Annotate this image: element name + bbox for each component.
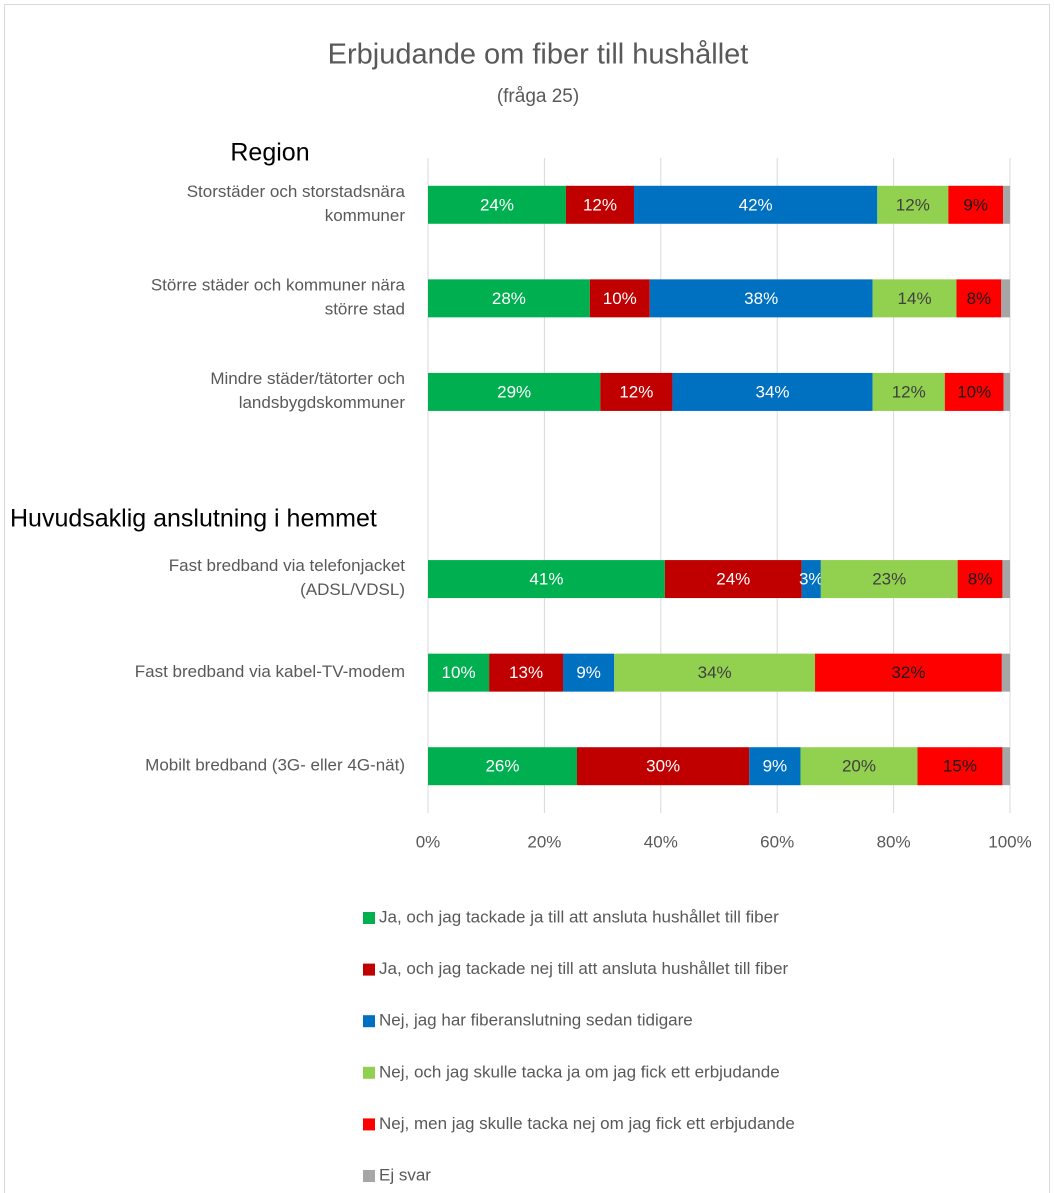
- x-tick-label: 80%: [877, 832, 911, 851]
- bar-segment: [428, 185, 566, 224]
- group-label: Huvudsaklig anslutning i hemmet: [10, 505, 377, 533]
- data-label: 38%: [744, 289, 778, 308]
- chart-border: [4, 4, 1050, 1193]
- bar-segment: [1002, 560, 1010, 599]
- bar-segment: [672, 372, 873, 411]
- data-label: 12%: [583, 195, 617, 214]
- bar-segment: [948, 185, 1004, 224]
- bar-segment: [576, 747, 750, 786]
- data-label: 12%: [619, 382, 653, 401]
- data-label: 26%: [485, 757, 519, 776]
- bar-segment: [565, 185, 635, 224]
- bar-segment: [877, 185, 949, 224]
- bar-segment: [820, 560, 958, 599]
- x-tick-label: 100%: [988, 832, 1031, 851]
- y-tick-label: Storstäder och storstadsnära kommuner: [187, 182, 406, 225]
- bar-segment: [600, 372, 673, 411]
- data-label: 8%: [967, 289, 992, 308]
- bar-segment: [872, 372, 945, 411]
- data-label: 28%: [492, 289, 526, 308]
- y-tick-label: Mobilt bredband (3G- eller 4G-nät): [145, 756, 405, 775]
- bar-segment: [634, 185, 878, 224]
- legend-label: Nej, jag har fiberanslutning sedan tidig…: [379, 1011, 693, 1030]
- bar-segment: [801, 560, 821, 599]
- bar-segment: [664, 560, 802, 599]
- y-tick-label: Fast bredband via telefonjacket (ADSL/VDS…: [169, 557, 406, 600]
- bar-segment: [589, 279, 650, 318]
- x-tick-label: 20%: [527, 832, 561, 851]
- group-label: Region: [230, 139, 309, 167]
- bar-segment: [917, 747, 1003, 786]
- data-label: 13%: [509, 663, 543, 682]
- y-tick-label: Mindre städer/tätorter och landsbygdskomm…: [210, 369, 405, 412]
- data-label: 9%: [963, 195, 988, 214]
- data-label: 9%: [763, 757, 788, 776]
- bar-segment: [614, 653, 816, 692]
- legend-label: Ja, och jag tackade nej till att ansluta…: [379, 959, 789, 978]
- bar-segment: [1003, 185, 1010, 224]
- bar-segment: [428, 560, 665, 599]
- data-label: 20%: [842, 757, 876, 776]
- data-label: 3%: [799, 570, 824, 589]
- data-label: 12%: [892, 382, 926, 401]
- data-label: 24%: [480, 195, 514, 214]
- data-label: 42%: [739, 195, 773, 214]
- x-tick-label: 0%: [416, 832, 441, 851]
- bar-segment: [1003, 372, 1010, 411]
- bar-segment: [749, 747, 801, 786]
- chart-title: Erbjudande om fiber till hushållet: [328, 39, 749, 71]
- data-label: 10%: [442, 663, 476, 682]
- data-label: 12%: [896, 195, 930, 214]
- legend-label: Nej, men jag skulle tacka nej om jag fic…: [379, 1114, 795, 1133]
- legend-label: Ej svar: [379, 1165, 431, 1184]
- bar-segment: [957, 560, 1003, 599]
- bar-segment: [815, 653, 1002, 692]
- legend-label: Ja, och jag tackade ja till att ansluta …: [379, 907, 779, 926]
- bar-segment: [428, 653, 490, 692]
- bar-segment: [428, 372, 601, 411]
- data-label: 8%: [968, 570, 993, 589]
- chart-subtitle: (fråga 25): [497, 86, 579, 107]
- data-label: 34%: [698, 663, 732, 682]
- data-label: 10%: [603, 289, 637, 308]
- data-label: 23%: [872, 570, 906, 589]
- bar-segment: [428, 279, 590, 318]
- data-label: 9%: [576, 663, 601, 682]
- bar-segment: [956, 279, 1002, 318]
- legend-swatch: [363, 912, 375, 924]
- data-label: 32%: [891, 663, 925, 682]
- bar-segment: [649, 279, 873, 318]
- data-label: 34%: [756, 382, 790, 401]
- legend-swatch: [363, 963, 375, 976]
- bar-segment: [944, 372, 1004, 411]
- bar-segment: [800, 747, 918, 786]
- bar-segment: [1001, 279, 1010, 318]
- legend-swatch: [363, 1015, 375, 1028]
- data-label: 10%: [957, 382, 991, 401]
- bar-segment: [489, 653, 564, 692]
- x-tick-label: 40%: [644, 832, 678, 851]
- bar-segment: [1001, 653, 1010, 692]
- data-label: 29%: [497, 382, 531, 401]
- y-tick-label: Större städer och kommuner nära större st…: [151, 276, 406, 319]
- data-label: 24%: [716, 570, 750, 589]
- y-tick-label: Fast bredband via kabel-TV-modem: [135, 662, 405, 681]
- data-label: 30%: [646, 757, 680, 776]
- data-label: 14%: [898, 289, 932, 308]
- legend-swatch: [363, 1066, 375, 1079]
- legend-swatch: [363, 1118, 375, 1131]
- bar-segment: [428, 747, 577, 786]
- legend-label: Nej, och jag skulle tacka ja om jag fick…: [379, 1062, 780, 1081]
- bar-segment: [1002, 747, 1010, 786]
- data-label: 15%: [943, 757, 977, 776]
- data-label: 41%: [529, 570, 563, 589]
- legend-swatch: [363, 1170, 375, 1182]
- x-tick-label: 60%: [760, 832, 794, 851]
- bar-segment: [872, 279, 957, 318]
- bar-segment: [563, 653, 615, 692]
